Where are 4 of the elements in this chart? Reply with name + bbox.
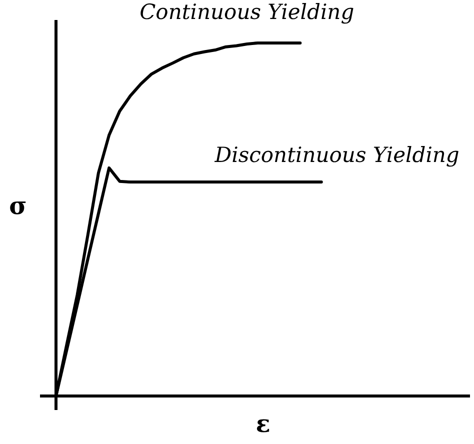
series-label: Continuous Yielding bbox=[140, 0, 354, 24]
x-axis-title: ε bbox=[256, 409, 270, 438]
y-axis-title: σ bbox=[9, 191, 27, 220]
series-label: Discontinuous Yielding bbox=[214, 143, 460, 168]
